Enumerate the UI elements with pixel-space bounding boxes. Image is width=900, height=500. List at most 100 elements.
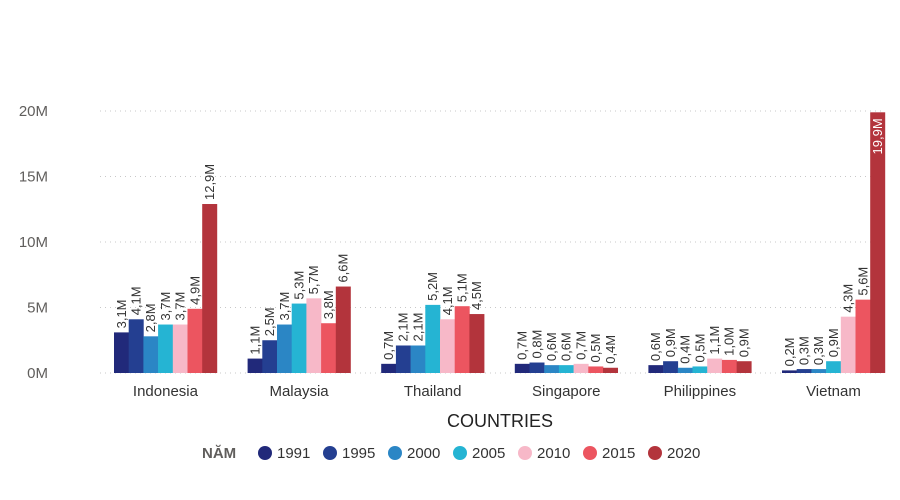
data-label: 0,3M bbox=[797, 336, 812, 365]
data-label: 5,1M bbox=[455, 273, 470, 302]
bar bbox=[870, 112, 886, 373]
x-tick-label: Thailand bbox=[404, 383, 462, 400]
data-label: 0,9M bbox=[663, 328, 678, 357]
data-label: 1,1M bbox=[707, 326, 722, 355]
legend-item[interactable]: 2010 bbox=[518, 445, 570, 462]
data-label: 0,6M bbox=[559, 332, 574, 361]
bar bbox=[514, 363, 530, 373]
bar bbox=[721, 359, 737, 373]
bar bbox=[277, 324, 292, 373]
legend-label: 1991 bbox=[277, 445, 310, 462]
bar bbox=[395, 345, 411, 373]
legend-marker bbox=[323, 446, 337, 460]
legend: NĂM 1991 1995 2000 2005 2010 2015 2020 bbox=[202, 445, 700, 462]
legend-item[interactable]: 2000 bbox=[388, 445, 440, 462]
bar bbox=[158, 324, 174, 373]
data-label: 0,2M bbox=[782, 337, 797, 366]
bar bbox=[782, 370, 797, 373]
data-label: 5,7M bbox=[306, 265, 321, 294]
y-tick-label: 5M bbox=[27, 300, 48, 317]
data-label: 0,8M bbox=[529, 330, 544, 359]
x-tick-label: Singapore bbox=[532, 383, 600, 400]
bar bbox=[306, 298, 322, 373]
bars bbox=[114, 112, 886, 373]
bar bbox=[573, 363, 589, 373]
legend-marker bbox=[648, 446, 662, 460]
data-label: 0,5M bbox=[588, 334, 603, 363]
bar bbox=[440, 319, 455, 373]
data-label: 1,0M bbox=[722, 327, 737, 356]
data-label: 3,7M bbox=[277, 292, 292, 321]
y-tick-label: 20M bbox=[19, 103, 48, 120]
data-label: 6,6M bbox=[336, 254, 351, 283]
legend-label: 2000 bbox=[407, 445, 440, 462]
legend-marker bbox=[388, 446, 402, 460]
bar bbox=[425, 304, 441, 373]
bar bbox=[736, 361, 752, 373]
bar bbox=[128, 319, 144, 373]
bar bbox=[558, 365, 574, 373]
data-label: 4,1M bbox=[129, 286, 144, 315]
bar bbox=[143, 336, 159, 373]
data-label: 12,9M bbox=[202, 164, 217, 200]
x-axis-title: COUNTRIES bbox=[447, 411, 553, 431]
legend-item[interactable]: 2005 bbox=[453, 445, 505, 462]
legend-item[interactable]: 1995 bbox=[323, 445, 375, 462]
data-label: 0,3M bbox=[811, 336, 826, 365]
bar bbox=[202, 204, 218, 373]
data-label: 0,9M bbox=[736, 328, 751, 357]
bar bbox=[469, 314, 485, 373]
legend-marker bbox=[583, 446, 597, 460]
data-label: 0,9M bbox=[826, 328, 841, 357]
bar bbox=[335, 286, 351, 373]
data-label: 0,5M bbox=[692, 334, 707, 363]
legend-label: 1995 bbox=[342, 445, 375, 462]
bar bbox=[677, 367, 693, 373]
y-axis: 0M 5M 10M 15M 20M bbox=[19, 103, 48, 382]
y-tick-label: 15M bbox=[19, 169, 48, 186]
bar bbox=[707, 358, 723, 373]
data-label: 4,1M bbox=[440, 286, 455, 315]
data-label: 0,6M bbox=[648, 332, 663, 361]
bar bbox=[172, 324, 188, 373]
x-tick-label: Indonesia bbox=[133, 383, 199, 400]
bar bbox=[114, 332, 129, 373]
data-label: 1,1M bbox=[247, 326, 262, 355]
legend-label: 2005 bbox=[472, 445, 505, 462]
legend-marker bbox=[518, 446, 532, 460]
bar bbox=[648, 365, 664, 373]
data-label: 5,3M bbox=[292, 271, 307, 300]
x-axis: Indonesia Malaysia Thailand Singapore Philip… bbox=[133, 383, 861, 400]
y-tick-label: 10M bbox=[19, 234, 48, 251]
bar bbox=[187, 308, 203, 373]
data-label: 19,9M bbox=[870, 118, 885, 154]
legend-item[interactable]: 1991 bbox=[258, 445, 310, 462]
data-label: 0,6M bbox=[544, 332, 559, 361]
data-label: 0,7M bbox=[381, 331, 396, 360]
bar bbox=[692, 366, 708, 373]
bar bbox=[454, 306, 470, 373]
legend-marker bbox=[258, 446, 272, 460]
legend-item[interactable]: 2020 bbox=[648, 445, 700, 462]
data-labels: 3,1M 4,1M2,8M 3,7M 3,7M4,9M12,9M1,1M2,5M3,7… bbox=[114, 118, 885, 366]
bar bbox=[796, 369, 812, 373]
data-label: 4,3M bbox=[841, 284, 856, 313]
data-label: 4,9M bbox=[187, 276, 202, 305]
data-label: 3,7M bbox=[173, 292, 188, 321]
data-label: 2,8M bbox=[143, 303, 158, 332]
bar bbox=[663, 361, 679, 373]
data-label: 3,7M bbox=[158, 292, 173, 321]
data-label: 2,1M bbox=[396, 313, 411, 342]
legend-title: NĂM bbox=[202, 445, 236, 462]
x-tick-label: Philippines bbox=[664, 383, 737, 400]
data-label: 2,5M bbox=[262, 307, 277, 336]
data-label: 3,8M bbox=[321, 290, 336, 319]
data-label: 0,4M bbox=[678, 335, 693, 364]
data-label: 0,4M bbox=[603, 335, 618, 364]
bar bbox=[529, 362, 545, 373]
legend-item[interactable]: 2015 bbox=[583, 445, 635, 462]
data-label: 4,5M bbox=[469, 281, 484, 310]
bar bbox=[603, 367, 618, 373]
bar bbox=[544, 365, 560, 373]
